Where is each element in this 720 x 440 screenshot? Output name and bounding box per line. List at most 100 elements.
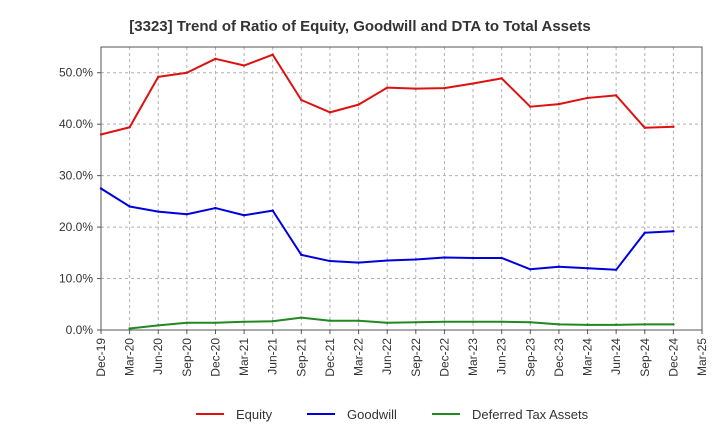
- y-tick-label: 10.0%: [59, 272, 93, 286]
- data-point: [672, 230, 675, 233]
- x-tick-label: Dec-24: [666, 338, 680, 377]
- data-point: [414, 87, 418, 90]
- series-layer: [99, 53, 675, 330]
- data-point: [672, 323, 675, 326]
- data-point: [414, 258, 418, 261]
- data-point: [586, 323, 589, 327]
- data-point: [300, 253, 303, 257]
- data-point: [529, 321, 532, 324]
- y-axis: 0.0% 10.0% 20.0% 30.0% 40.0% 50.0%: [59, 66, 101, 337]
- y-tick-label: 30.0%: [59, 169, 93, 183]
- x-tick-label: Sep-23: [523, 338, 537, 377]
- x-tick-label: Jun-22: [380, 338, 394, 375]
- data-point: [271, 209, 274, 212]
- x-tick-label: Mar-25: [695, 338, 709, 376]
- x-tick-label: Mar-21: [237, 338, 251, 376]
- data-point: [328, 259, 332, 263]
- data-point: [672, 125, 675, 128]
- data-point: [357, 103, 360, 106]
- x-tick-label: Mar-24: [581, 338, 595, 376]
- x-tick-label: Dec-19: [94, 338, 108, 377]
- x-tick-label: Sep-24: [638, 338, 652, 377]
- data-point: [586, 96, 589, 100]
- data-point: [643, 323, 646, 326]
- x-tick-label: Dec-20: [208, 338, 222, 377]
- data-point: [443, 86, 446, 90]
- y-tick-label: 20.0%: [59, 220, 93, 234]
- data-point: [242, 214, 246, 217]
- data-point: [471, 256, 475, 260]
- data-point: [614, 94, 618, 97]
- data-point: [471, 82, 475, 85]
- x-tick-label: Jun-20: [151, 338, 165, 375]
- data-point: [214, 206, 217, 210]
- data-point: [157, 75, 160, 79]
- data-point: [414, 321, 418, 324]
- data-point: [643, 126, 646, 129]
- data-point: [271, 53, 274, 56]
- x-tick-label: Jun-24: [609, 338, 623, 375]
- x-tick-label: Mar-20: [123, 338, 137, 376]
- data-point: [300, 316, 303, 319]
- data-point: [128, 327, 131, 330]
- chart-title: [3323] Trend of Ratio of Equity, Goodwil…: [129, 18, 590, 35]
- legend-label: Deferred Tax Assets: [472, 407, 589, 422]
- x-tick-label: Jun-21: [266, 338, 280, 375]
- data-point: [557, 265, 561, 268]
- data-point: [586, 267, 589, 270]
- data-point: [443, 320, 446, 323]
- x-tick-label: Mar-23: [466, 338, 480, 376]
- y-tick-label: 50.0%: [59, 66, 93, 80]
- x-tick-label: Sep-21: [294, 338, 308, 377]
- x-tick-label: Mar-22: [352, 338, 366, 376]
- data-point: [214, 57, 217, 61]
- legend-item: Equity: [196, 407, 273, 422]
- data-point: [157, 324, 160, 327]
- data-point: [557, 323, 561, 326]
- series-equity: [99, 53, 675, 136]
- data-point: [385, 259, 389, 262]
- data-point: [529, 105, 532, 108]
- x-tick-label: Dec-21: [323, 338, 337, 377]
- data-point: [471, 320, 475, 323]
- data-point: [500, 256, 503, 260]
- x-tick-label: Sep-20: [180, 338, 194, 377]
- data-point: [242, 320, 246, 323]
- data-point: [128, 126, 131, 129]
- data-point: [385, 321, 389, 324]
- data-point: [385, 86, 389, 89]
- y-tick-label: 40.0%: [59, 117, 93, 131]
- x-tick-label: Dec-22: [437, 338, 451, 377]
- series-goodwill: [99, 187, 675, 271]
- data-point: [157, 210, 160, 213]
- legend-label: Equity: [236, 407, 273, 422]
- legend: Equity Goodwill Deferred Tax Assets: [196, 407, 589, 422]
- data-point: [128, 205, 131, 208]
- data-point: [271, 320, 274, 323]
- data-point: [357, 261, 360, 264]
- data-point: [214, 321, 217, 324]
- x-tick-label: Jun-23: [495, 338, 509, 375]
- data-point: [185, 213, 189, 216]
- data-point: [500, 77, 503, 80]
- series-deferred-tax-assets: [128, 316, 675, 330]
- data-point: [185, 321, 189, 324]
- data-point: [242, 64, 246, 67]
- legend-label: Goodwill: [347, 407, 397, 422]
- x-axis: Dec-19 Mar-20 Jun-20 Sep-20 Dec-20 Mar-21 Jun-…: [94, 330, 709, 377]
- data-point: [328, 111, 332, 114]
- data-point: [529, 268, 532, 271]
- data-point: [99, 133, 103, 136]
- data-point: [99, 187, 103, 190]
- series-line: [129, 316, 674, 330]
- data-point: [614, 268, 618, 271]
- data-point: [643, 231, 646, 234]
- data-point: [300, 98, 303, 102]
- data-point: [500, 320, 503, 323]
- data-point: [614, 323, 618, 327]
- x-tick-label: Dec-23: [552, 338, 566, 377]
- y-tick-label: 0.0%: [66, 323, 94, 337]
- data-point: [185, 71, 189, 74]
- data-point: [443, 256, 446, 259]
